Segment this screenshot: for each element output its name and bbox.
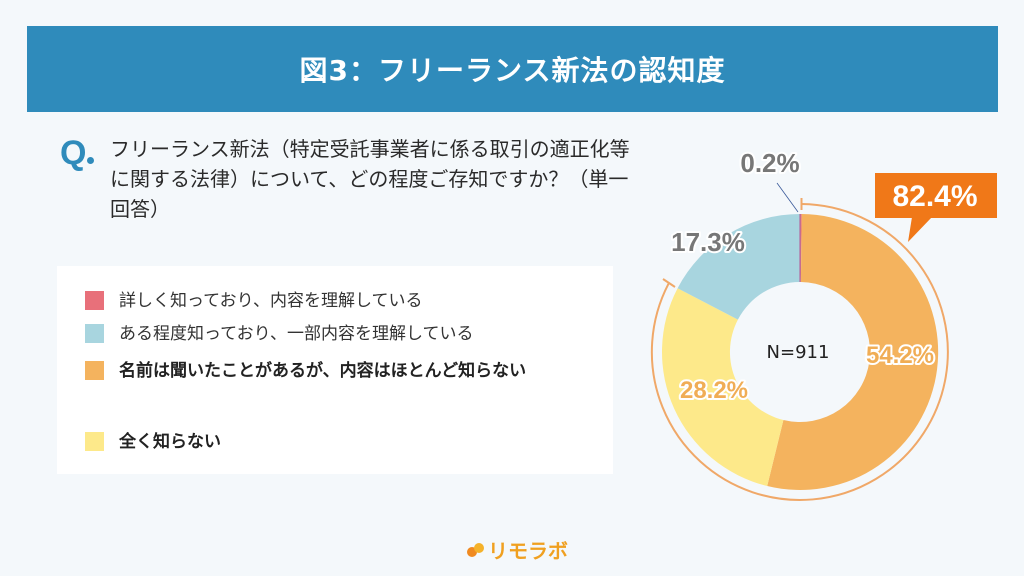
question-mark-icon: Q	[60, 134, 95, 173]
legend-item: 全く知らない	[85, 429, 589, 455]
question-text: フリーランス新法（特定受託事業者に係る取引の適正化等に関する法律）について、どの…	[110, 137, 630, 221]
chart-legend: 詳しく知っており、内容を理解している ある程度知っており、一部内容を理解している…	[57, 266, 613, 474]
logo-dots-icon	[467, 542, 485, 557]
label-detailed: 0.2%	[740, 148, 799, 178]
title-bar: 図3：フリーランス新法の認知度	[27, 26, 998, 112]
legend-swatch-red	[85, 291, 104, 310]
label-partial: 17.3%	[671, 227, 745, 257]
legend-item: ある程度知っており、一部内容を理解している	[85, 321, 589, 347]
label-heard: 54.2%	[866, 342, 934, 369]
legend-item: 詳しく知っており、内容を理解している	[85, 288, 589, 314]
legend-label: ある程度知っており、一部内容を理解している	[119, 324, 474, 344]
logo-text: リモラボ	[488, 539, 568, 563]
legend-swatch-orange	[85, 361, 104, 380]
callout-label: 82.4%	[892, 180, 977, 213]
legend-swatch-yellow	[85, 432, 104, 451]
page-title: 図3：フリーランス新法の認知度	[299, 54, 726, 87]
legend-item: 名前は聞いたことがあるが、内容はほとんど知らない	[85, 358, 589, 384]
bracket-arc	[650, 203, 949, 501]
legend-swatch-blue	[85, 324, 104, 343]
segment-yellow	[661, 288, 784, 486]
legend-label: 名前は聞いたことがあるが、内容はほとんど知らない	[119, 361, 527, 381]
legend-label: 全く知らない	[119, 432, 221, 452]
label-unknown: 28.2%	[680, 377, 748, 404]
brand-logo: リモラボ	[467, 535, 568, 564]
donut-chart: 82.4% 0.2% 17.3% 54.2% 28.2% N=911	[650, 146, 997, 501]
legend-label: 詳しく知っており、内容を理解している	[119, 291, 423, 311]
callout-box	[875, 173, 997, 218]
sample-size-label: N=911	[767, 342, 830, 363]
segment-blue	[677, 214, 800, 320]
segment-orange	[767, 214, 939, 490]
